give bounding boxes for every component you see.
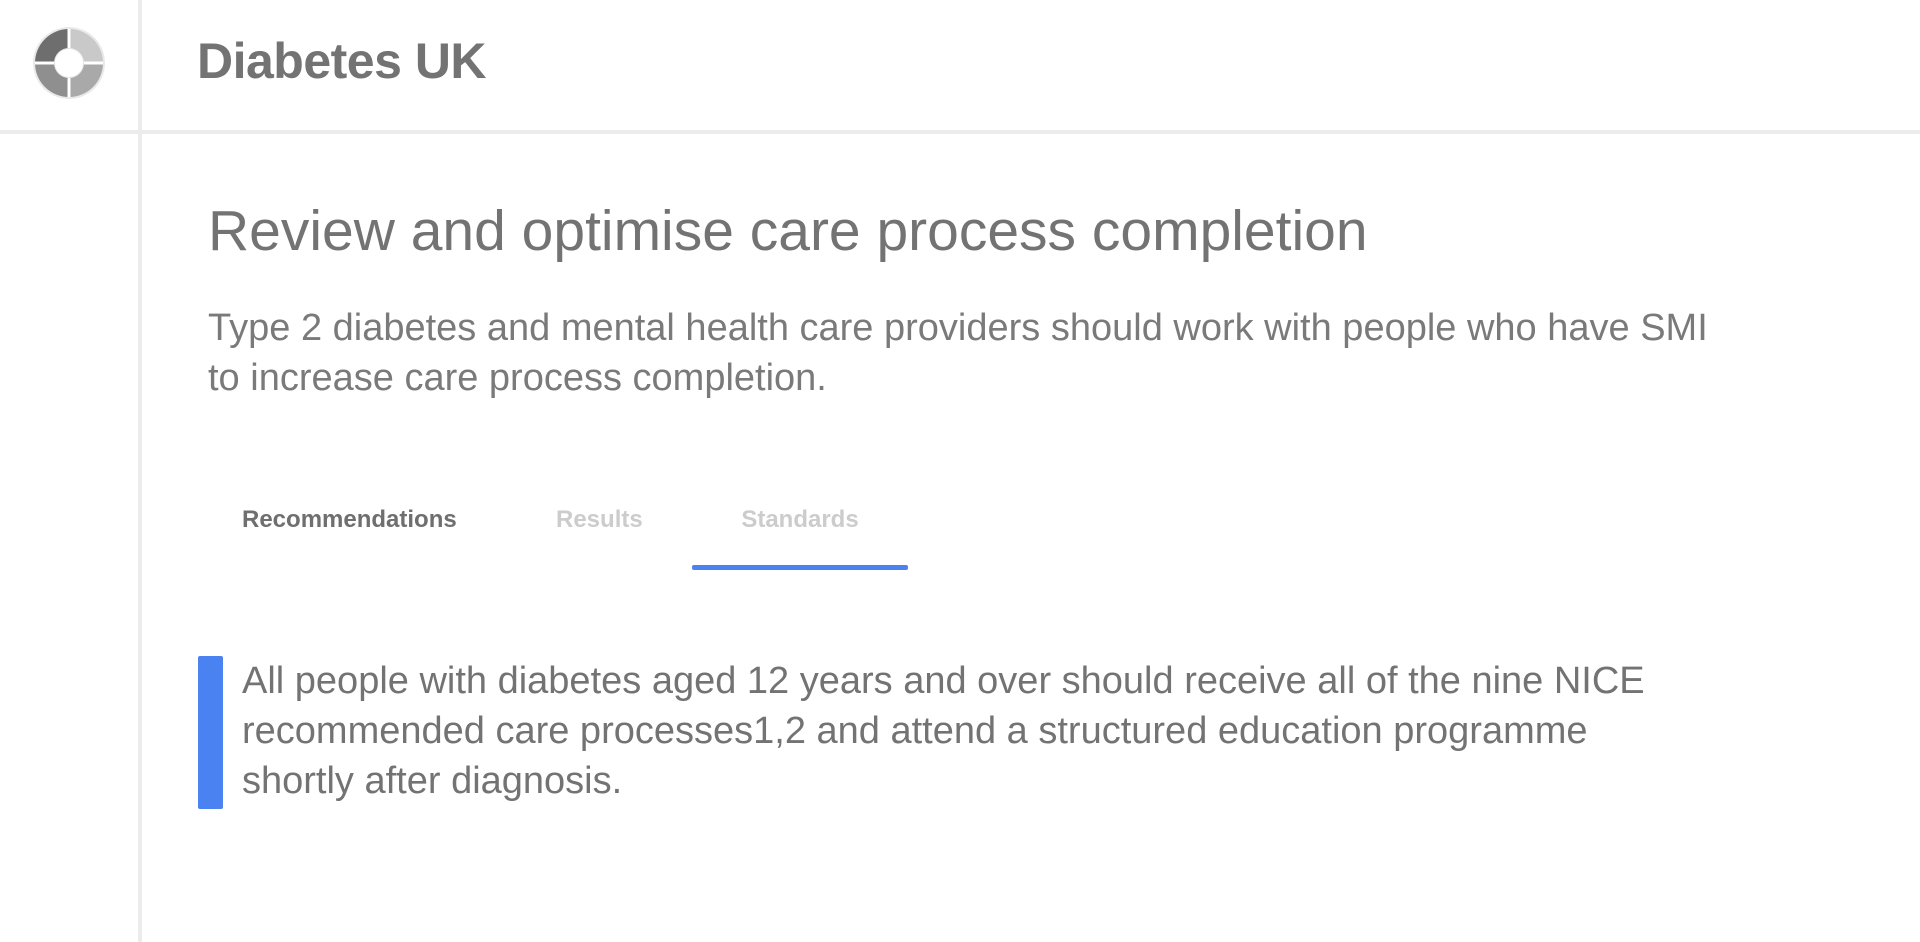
callout-accent-bar xyxy=(198,656,223,809)
app-title: Diabetes UK xyxy=(197,33,487,89)
tab-results[interactable]: Results xyxy=(556,490,643,570)
app-header: Diabetes UK xyxy=(0,0,1920,130)
tab-recommendations-label: Recommendations xyxy=(242,506,457,533)
page-title: Review and optimise care process complet… xyxy=(208,199,1368,263)
tab-standards-label: Standards xyxy=(741,506,859,533)
tab-recommendations[interactable]: Recommendations xyxy=(242,490,457,570)
circular-arrows-logo-icon xyxy=(33,27,105,99)
header-divider xyxy=(0,130,1920,134)
page-subtitle: Type 2 diabetes and mental health care p… xyxy=(208,307,1708,399)
tab-results-label: Results xyxy=(556,506,643,533)
tab-standards[interactable]: Standards xyxy=(692,490,908,570)
sidebar-rail xyxy=(138,0,142,942)
tab-active-indicator xyxy=(692,565,908,570)
callout-text: All people with diabetes aged 12 years a… xyxy=(242,660,1645,802)
